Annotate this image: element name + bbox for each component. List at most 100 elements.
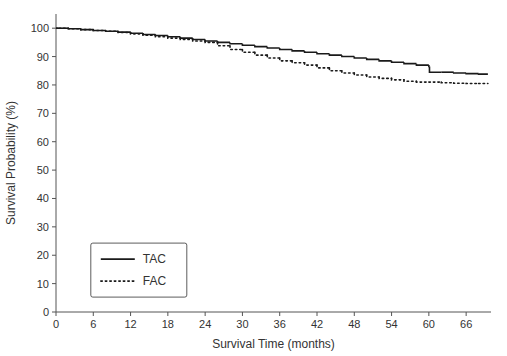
x-tick-label: 54	[385, 318, 397, 330]
step-segment	[454, 71, 466, 73]
x-axis-label: Survival Time (months)	[212, 337, 335, 351]
x-tick	[56, 312, 57, 316]
x-tick	[167, 312, 168, 316]
step-segment	[255, 45, 267, 46]
step-segment	[354, 57, 366, 58]
step-segment	[466, 72, 478, 74]
legend-label: FAC	[143, 274, 167, 288]
step-segment	[428, 65, 430, 66]
y-tick-label: 40	[37, 192, 49, 204]
y-tick-label: 80	[37, 79, 49, 91]
step-segment	[68, 27, 80, 29]
x-tick-label: 60	[423, 318, 435, 330]
step-segment	[93, 29, 105, 31]
step-segment	[68, 27, 80, 29]
y-tick	[52, 283, 56, 284]
x-tick-label: 48	[348, 318, 360, 330]
step-segment	[218, 42, 230, 45]
legend-swatch	[101, 258, 135, 260]
step-segment	[429, 81, 441, 83]
x-tick-label: 42	[311, 318, 323, 330]
step-segment	[280, 48, 292, 49]
step-segment	[317, 52, 329, 53]
step-segment	[367, 75, 379, 77]
step-segment	[255, 52, 267, 55]
x-tick	[93, 312, 94, 316]
step-segment	[81, 28, 93, 30]
step-segment	[106, 30, 118, 32]
step-segment	[106, 30, 118, 32]
step-segment	[218, 41, 230, 42]
step-segment	[404, 80, 416, 81]
step-segment	[143, 33, 155, 34]
step-segment	[280, 58, 292, 61]
legend-frame	[91, 243, 187, 297]
x-tick-label: 12	[124, 318, 136, 330]
y-tick-label: 30	[37, 221, 49, 233]
step-segment	[441, 71, 453, 73]
step-segment	[404, 62, 416, 63]
x-tick	[279, 312, 280, 316]
step-segment	[416, 64, 428, 65]
x-tick	[317, 312, 318, 316]
step-segment	[180, 37, 192, 38]
y-tick-label: 0	[43, 306, 49, 318]
step-segment	[292, 49, 304, 50]
step-segment	[180, 38, 192, 39]
x-tick-label: 66	[460, 318, 472, 330]
plot-area	[56, 28, 488, 83]
y-axis-line	[56, 14, 57, 312]
x-tick	[466, 312, 467, 316]
step-segment	[392, 61, 404, 62]
step-segment	[329, 54, 341, 55]
y-axis-label: Survival Probability (%)	[4, 101, 18, 225]
step-segment	[205, 41, 217, 42]
y-tick	[52, 84, 56, 85]
step-segment	[155, 35, 167, 36]
step-segment	[292, 61, 304, 63]
x-tick-label: 18	[162, 318, 174, 330]
step-segment	[441, 81, 453, 83]
step-segment	[379, 59, 391, 60]
legend: TAC FAC	[91, 243, 187, 297]
step-segment	[317, 65, 329, 68]
step-segment	[342, 55, 354, 56]
step-segment	[143, 34, 155, 35]
step-segment	[479, 73, 488, 75]
x-tick	[242, 312, 243, 316]
step-segment	[118, 31, 130, 33]
step-segment	[267, 47, 279, 48]
x-axis-line	[56, 312, 491, 313]
y-tick-label: 90	[37, 51, 49, 63]
step-segment	[93, 29, 105, 31]
step-segment	[155, 34, 167, 35]
step-segment	[305, 63, 317, 65]
step-segment	[81, 28, 93, 30]
step-segment	[131, 32, 143, 33]
step-segment	[305, 51, 317, 52]
legend-label: TAC	[143, 252, 166, 266]
y-tick	[52, 170, 56, 171]
step-segment	[379, 77, 391, 78]
step-segment	[168, 37, 180, 38]
chart: 0612182430364248546066010203040506070809…	[0, 0, 507, 356]
series	[56, 28, 488, 74]
x-tick	[391, 312, 392, 316]
y-tick-label: 60	[37, 136, 49, 148]
series	[56, 28, 488, 83]
step-segment	[193, 40, 205, 41]
y-tick	[52, 28, 56, 29]
y-tick-label: 100	[31, 22, 49, 34]
step-segment	[131, 32, 143, 33]
step-segment	[367, 58, 379, 59]
step-segment	[466, 82, 478, 84]
y-tick	[52, 113, 56, 114]
x-tick-label: 6	[90, 318, 96, 330]
step-segment	[59, 27, 68, 29]
x-tick-label: 24	[199, 318, 211, 330]
y-tick	[52, 141, 56, 142]
step-segment	[479, 83, 488, 85]
step-segment	[242, 49, 254, 52]
step-segment	[193, 38, 205, 39]
step-segment	[59, 27, 68, 29]
